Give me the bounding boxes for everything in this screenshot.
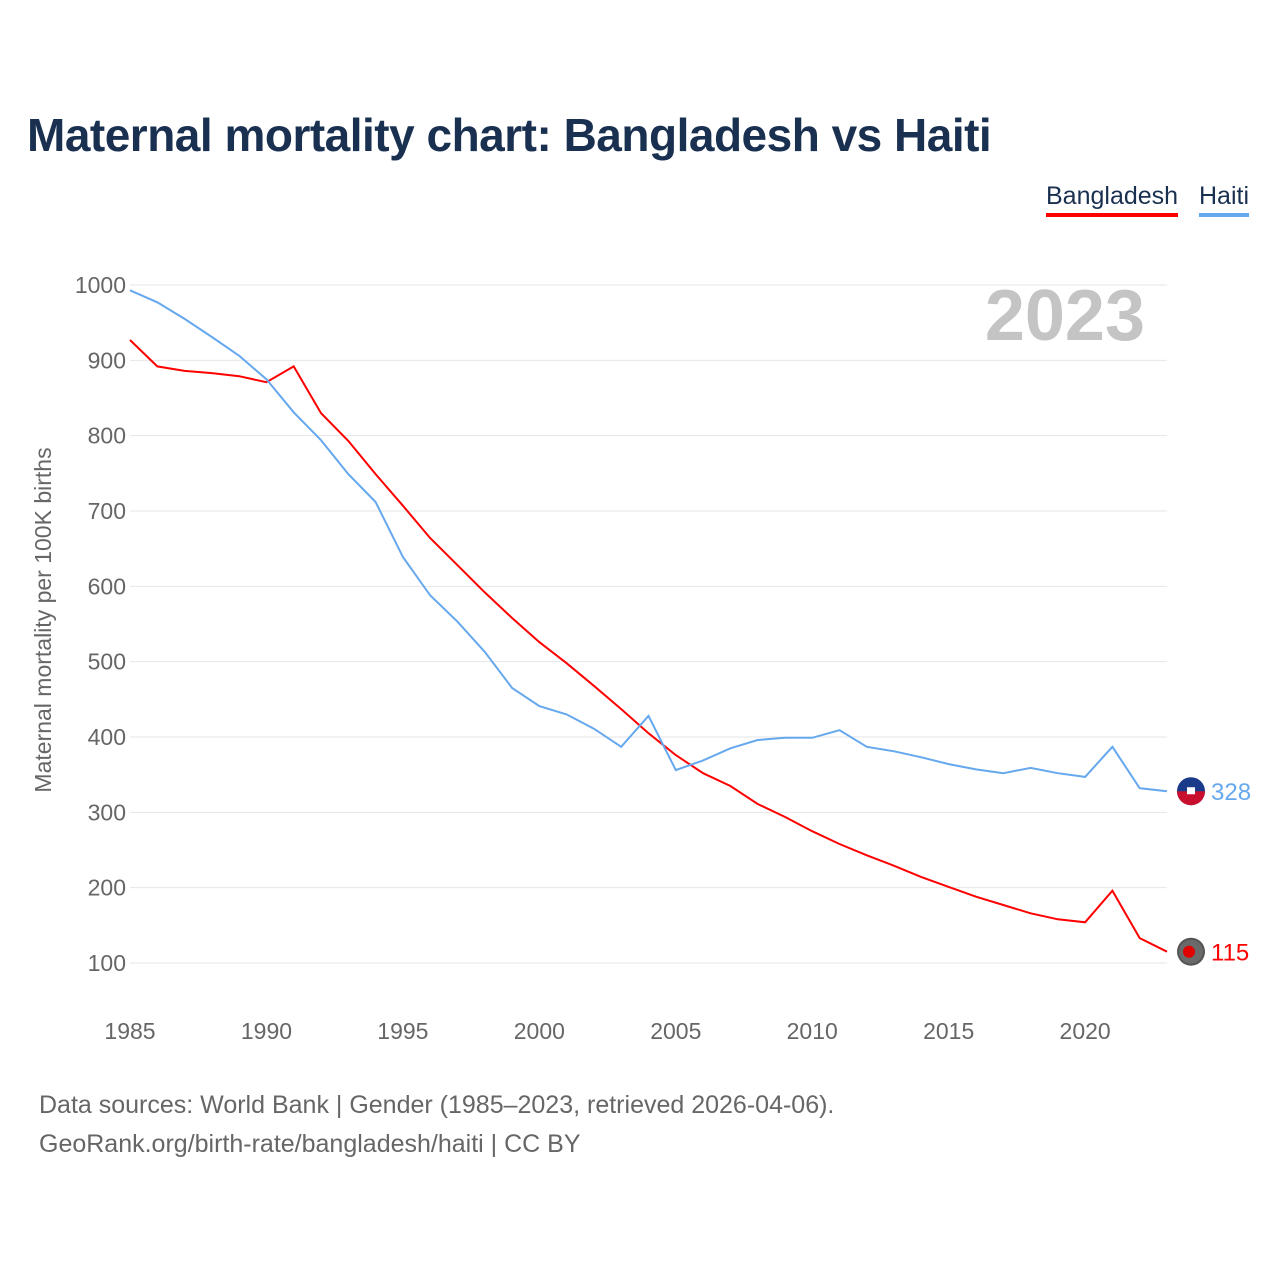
end-marker-haiti: 328 (1177, 777, 1251, 806)
y-tick-label: 900 (88, 347, 126, 373)
footer: Data sources: World Bank | Gender (1985–… (39, 1086, 834, 1164)
y-tick-label: 700 (88, 498, 126, 524)
y-tick-label: 400 (88, 724, 126, 750)
year-label: 2023 (985, 276, 1145, 356)
end-value-label: 115 (1211, 940, 1249, 967)
end-value-label: 328 (1211, 779, 1251, 806)
x-tick-label: 2010 (787, 1018, 838, 1044)
x-tick-label: 1990 (241, 1018, 292, 1044)
x-tick-label: 1995 (377, 1018, 428, 1044)
footer-sources: Data sources: World Bank | Gender (1985–… (39, 1091, 835, 1119)
series-line-haiti (129, 289, 1168, 793)
y-tick-label: 600 (88, 573, 126, 599)
end-marker-bangladesh: 115 (1177, 937, 1249, 967)
legend-bangladesh[interactable]: Bangladesh (1046, 182, 1179, 217)
x-tick-label: 1985 (104, 1018, 155, 1044)
chart-title: Maternal mortality chart: Bangladesh vs … (27, 109, 992, 161)
series-line-bangladesh (129, 339, 1168, 953)
y-tick-label: 200 (88, 875, 126, 901)
y-tick-label: 300 (88, 799, 126, 825)
y-tick-label: 500 (88, 649, 126, 675)
y-tick-label: 100 (88, 950, 126, 976)
footer-link[interactable]: GeoRank.org/birth-rate/bangladesh/haiti … (39, 1130, 581, 1158)
x-tick-label: 2020 (1060, 1018, 1111, 1044)
legend-haiti[interactable]: Haiti (1199, 182, 1250, 217)
y-tick-label: 800 (88, 423, 126, 449)
x-tick-label: 2015 (923, 1018, 974, 1044)
y-axis-label: Maternal mortality per 100K births (30, 447, 56, 792)
x-tick-label: 2005 (650, 1018, 701, 1044)
x-tick-label: 2000 (514, 1018, 565, 1044)
y-tick-label: 1000 (75, 272, 126, 298)
